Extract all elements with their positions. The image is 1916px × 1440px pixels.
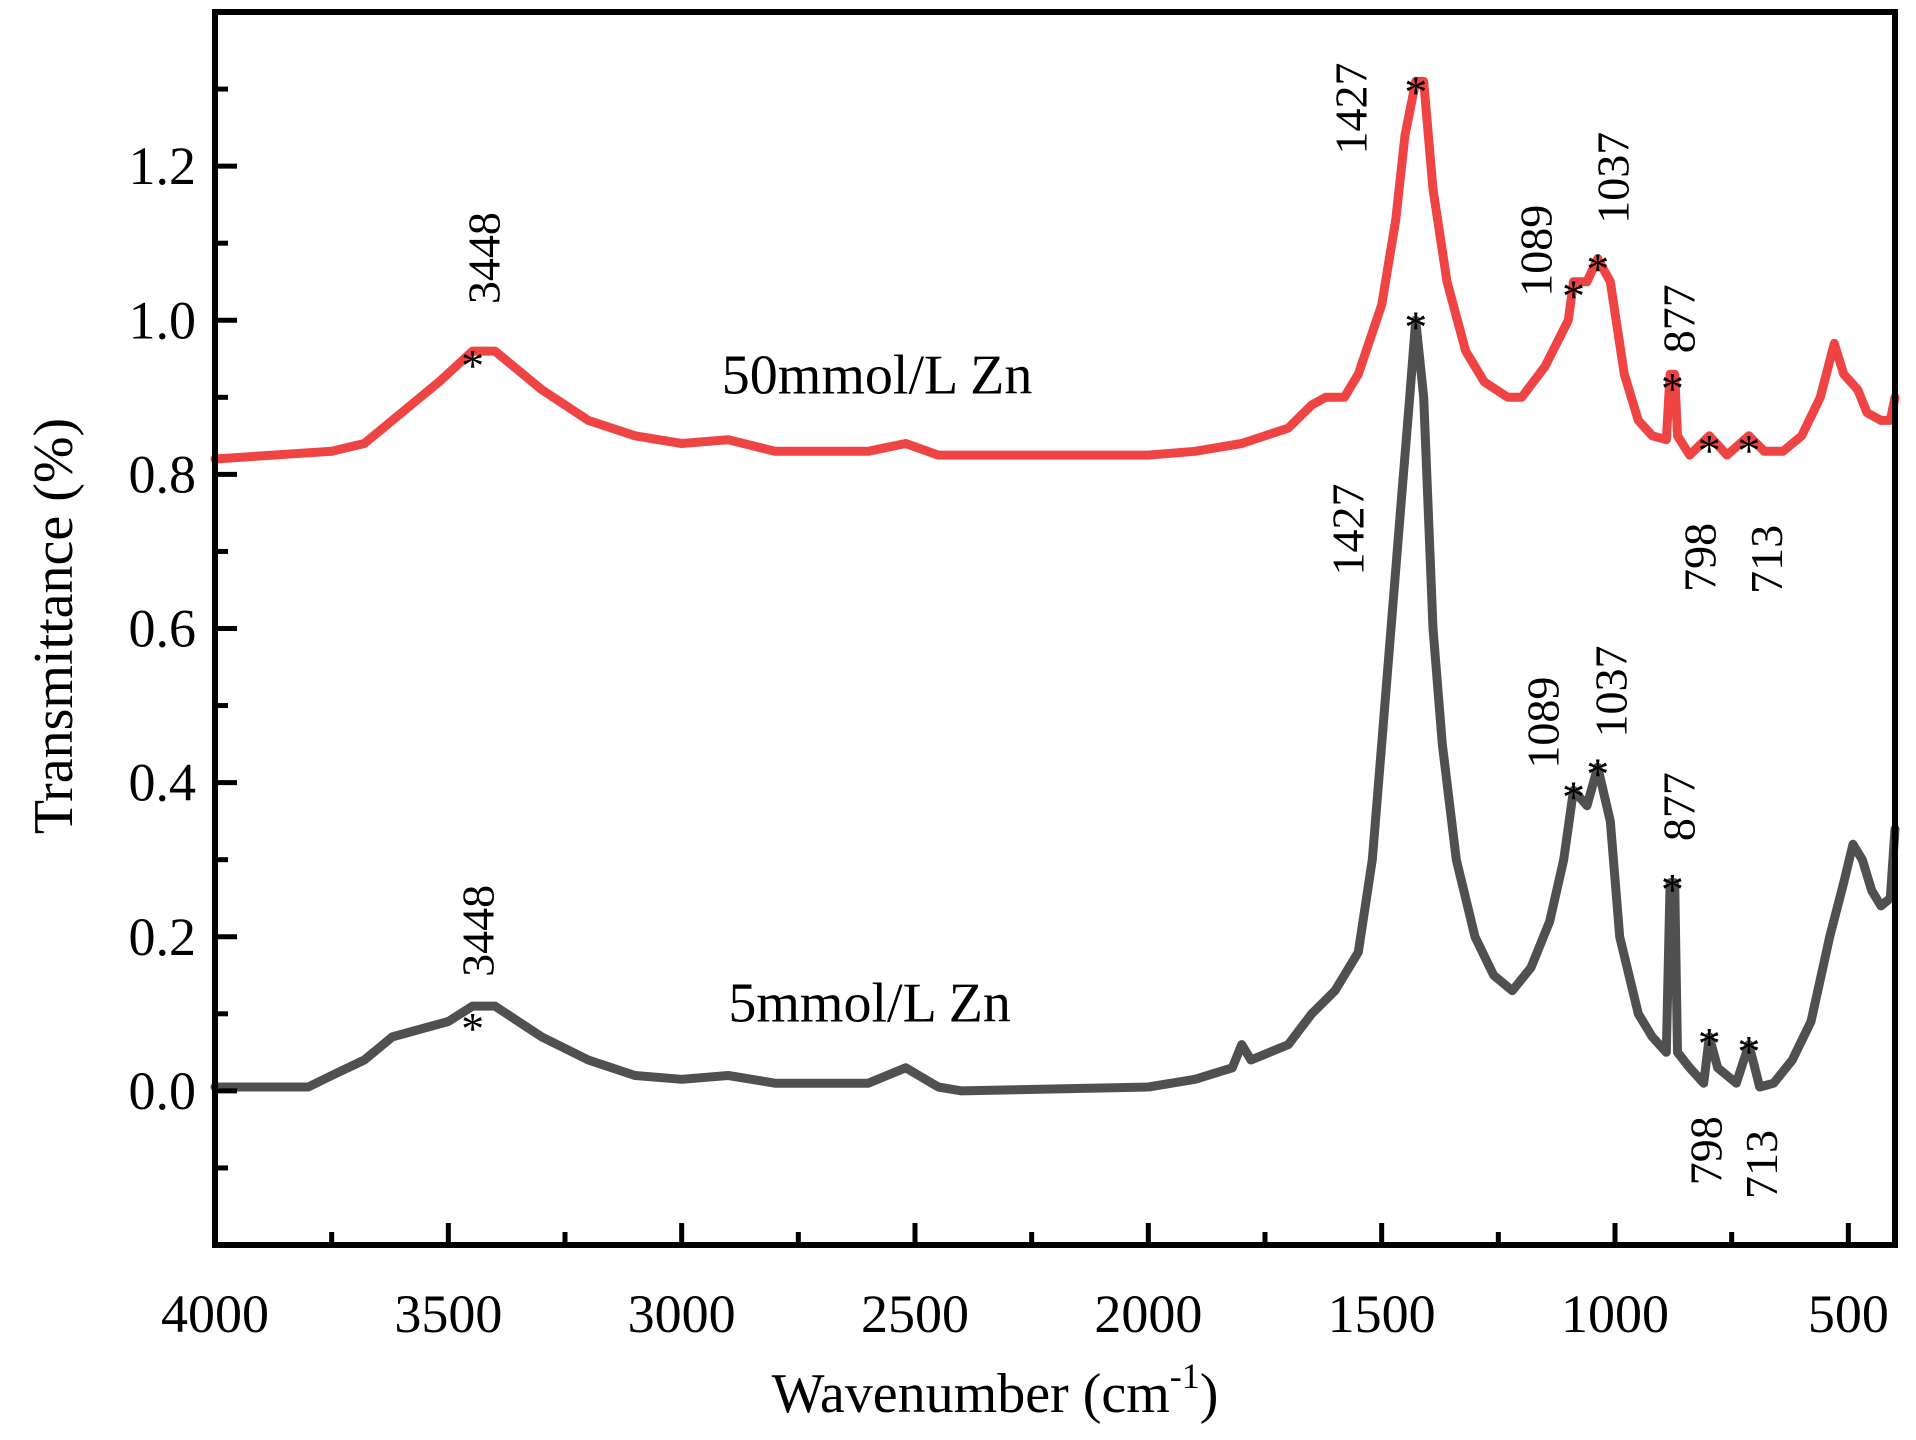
peak-label: 1089	[1510, 205, 1561, 297]
peak-marker: *	[1737, 1026, 1760, 1077]
y-tick-label: 0.8	[129, 444, 197, 504]
y-tick-label: 0.4	[129, 753, 197, 813]
peak-marker: *	[1698, 1018, 1721, 1069]
peak-marker: *	[1698, 425, 1721, 476]
peak-marker: *	[1562, 772, 1585, 823]
y-tick-label: 0.6	[129, 599, 197, 659]
peak-label: 798	[1680, 1116, 1731, 1185]
peak-label: 1427	[1326, 63, 1377, 155]
peak-marker: *	[1586, 244, 1609, 295]
peak-label: 1037	[1586, 646, 1637, 738]
series-layer	[210, 76, 1900, 1096]
y-tick-label: 1.0	[129, 290, 197, 350]
annotation-layer: 50mmol/L Zn*3448*1427*1089 *1037*877*798*…	[453, 63, 1792, 1199]
y-axis-title: Transmittance (%)	[23, 418, 85, 834]
peak-marker: *	[1586, 749, 1609, 800]
y-tick-label: 0.0	[129, 1061, 197, 1121]
peak-marker: *	[461, 340, 484, 391]
peak-marker: *	[1737, 425, 1760, 476]
peak-marker: *	[1661, 864, 1684, 915]
peak-label: 713	[1736, 1130, 1787, 1199]
peak-marker: *	[1404, 302, 1427, 353]
peak-label: 1089	[1517, 677, 1568, 769]
x-tick-label: 1500	[1328, 1284, 1436, 1344]
peak-label: 713	[1741, 525, 1792, 594]
series-label: 50mmol/L Zn	[722, 344, 1033, 406]
x-axis-title: Wavenumber (cm-1)	[772, 1356, 1219, 1425]
y-tick-label: 0.2	[129, 907, 197, 967]
peak-label: 877	[1653, 772, 1704, 841]
peak-marker: *	[1404, 67, 1427, 118]
peak-label: 3448	[459, 212, 510, 304]
x-tick-label: 500	[1808, 1284, 1889, 1344]
peak-label: 3448	[453, 885, 504, 977]
plot-frame	[212, 9, 1898, 1248]
x-tick-label: 2000	[1094, 1284, 1202, 1344]
peak-marker: *	[1562, 271, 1585, 322]
peak-marker: *	[461, 1003, 484, 1054]
series-line-0	[210, 76, 1900, 464]
peak-label: 798	[1674, 523, 1725, 592]
x-tick-label: 3500	[394, 1284, 502, 1344]
x-tick-label: 4000	[161, 1284, 269, 1344]
series-label: 5mmol/L Zn	[728, 973, 1011, 1035]
peak-label: 1427	[1323, 484, 1374, 576]
x-tick-label: 3000	[628, 1284, 736, 1344]
peak-marker: *	[1661, 363, 1684, 414]
peak-label: 877	[1653, 284, 1704, 353]
y-tick-label: 1.2	[129, 136, 197, 196]
x-tick-label: 1000	[1561, 1284, 1669, 1344]
tick-layer: 4000 3500 3000 2500 2000 1500 1000 500 0.0 0.2 0.4…	[129, 86, 1889, 1344]
series-line-1	[210, 315, 1900, 1096]
peak-label: 1037	[1588, 132, 1639, 224]
x-tick-label: 2500	[861, 1284, 969, 1344]
